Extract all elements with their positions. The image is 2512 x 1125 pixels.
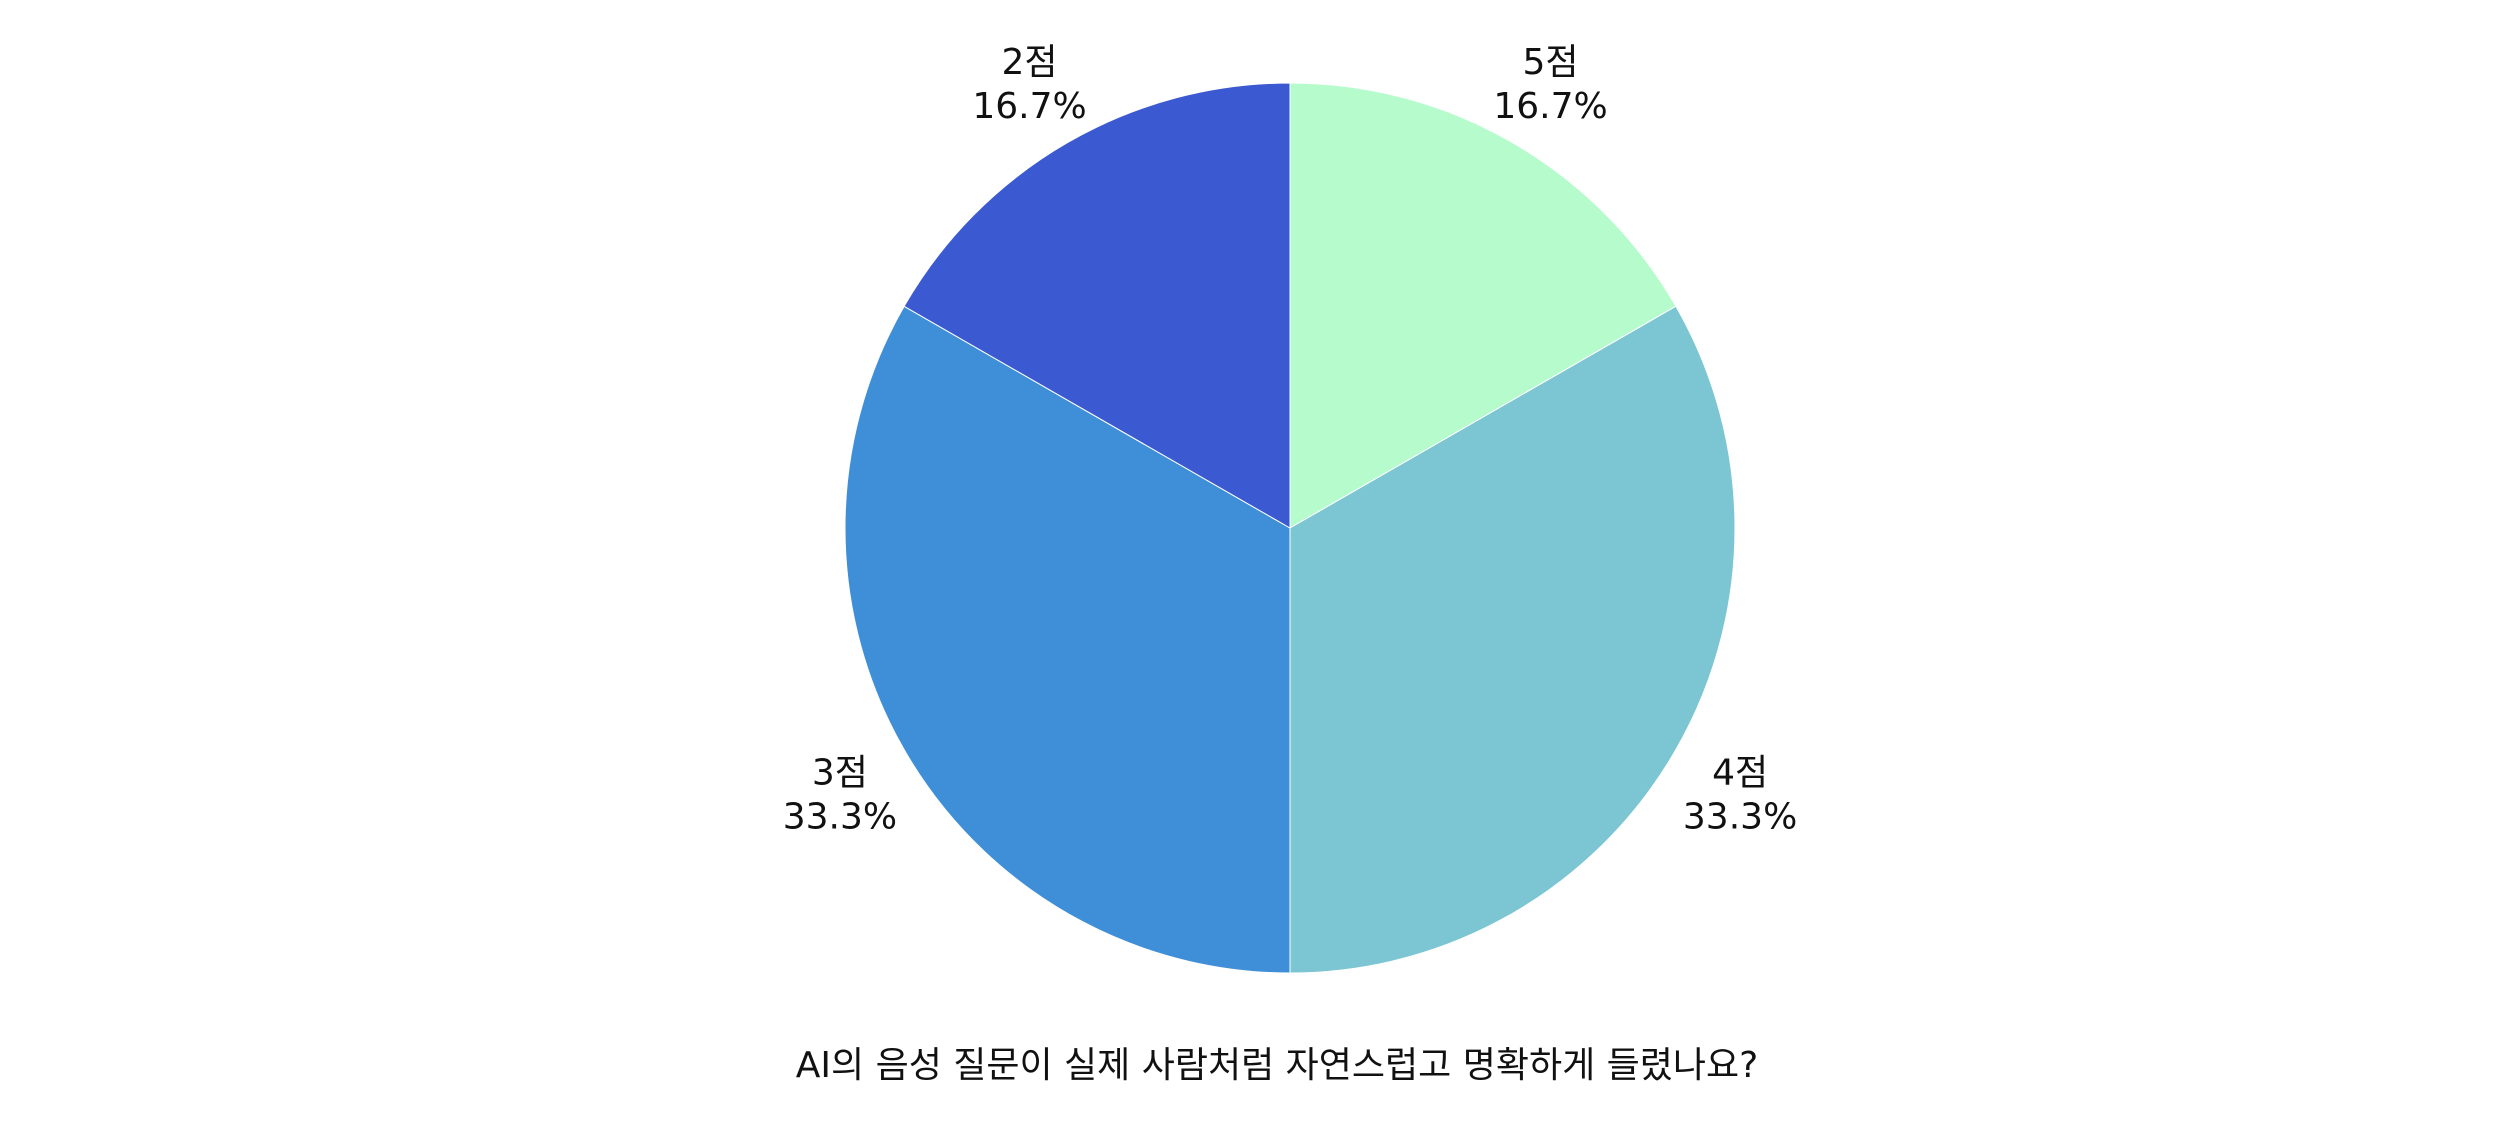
pie-slice (1289, 305, 1736, 974)
pie-slice (844, 305, 1291, 974)
slice-category-label: 2점 (1001, 42, 1057, 83)
slice-category-label: 5점 (1522, 42, 1578, 83)
pie-slice (903, 82, 1291, 529)
pie-slices (844, 82, 1736, 974)
slice-percent-label: 16.7% (972, 86, 1086, 127)
slice-category-label: 4점 (1712, 753, 1768, 794)
slice-percent-label: 33.3% (783, 797, 897, 838)
slice-percent-label: 16.7% (1493, 86, 1607, 127)
slice-category-label: 3점 (812, 753, 868, 794)
slice-percent-label: 33.3% (1683, 797, 1797, 838)
pie-slice (1289, 82, 1677, 529)
chart-title: AI의 음성 질문이 실제 사람처럼 자연스럽고 명확하게 들렸나요? (796, 1045, 1758, 1086)
